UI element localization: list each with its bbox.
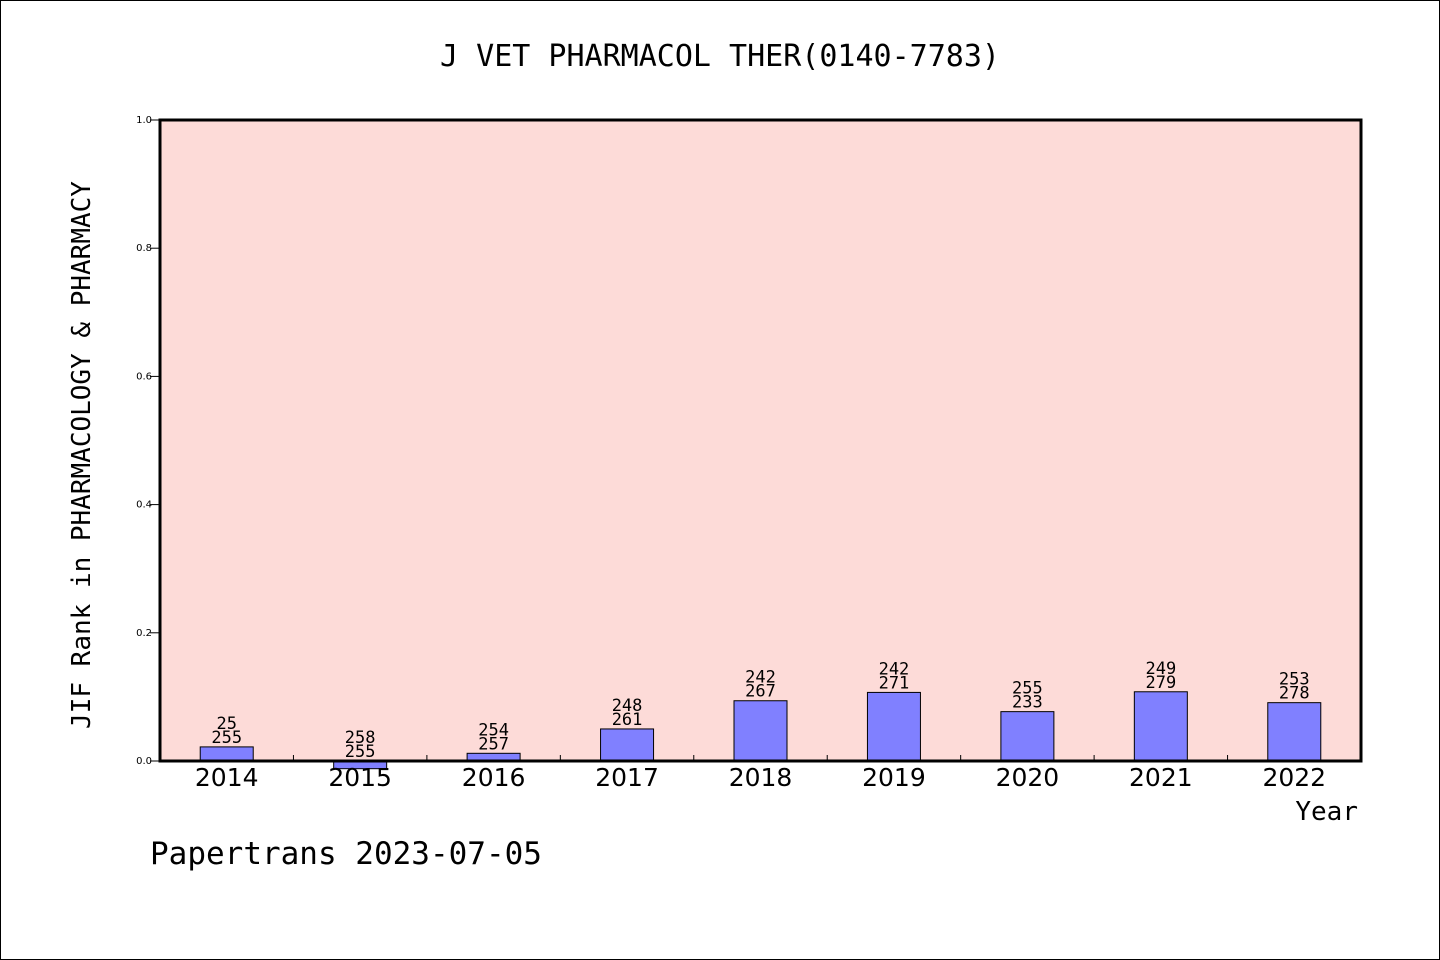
plot-border [158, 118, 1363, 763]
bar-label-bottom: 261 [612, 710, 643, 730]
x-tick-label: 2017 [595, 763, 659, 792]
bar-label-bottom: 255 [345, 742, 376, 762]
bar-label-bottom: 278 [1279, 684, 1310, 704]
bar [199, 746, 254, 762]
bar-label-top: 253 [1279, 670, 1310, 690]
y-tick-label: 0.0 [136, 756, 152, 767]
bar-label-bottom: 233 [1012, 693, 1043, 713]
bar-label-top: 25 [216, 714, 236, 734]
bar-label-top: 242 [879, 659, 910, 679]
x-axis: 2014 2015 2016 2017 2018 2019 2020 2021 2022 [195, 755, 1326, 792]
y-axis-label: JIF Rank in PHARMACOLOGY & PHARMACY [67, 181, 97, 729]
bar-label-bottom: 257 [478, 734, 509, 754]
bar [733, 700, 788, 762]
bar-label-top: 254 [478, 720, 509, 740]
bar-label-bottom: 255 [211, 728, 242, 748]
x-tick-label: 2021 [1129, 763, 1193, 792]
x-tick-label: 2016 [462, 763, 526, 792]
x-tick-label: 2014 [195, 763, 259, 792]
bar [866, 691, 921, 762]
bar-label-top: 248 [612, 696, 643, 716]
bar-label-top: 249 [1145, 659, 1176, 679]
y-axis: 0.0 0.2 0.4 0.6 0.8 1.0 [136, 115, 160, 767]
plot-area [160, 120, 1361, 761]
bar [1000, 711, 1055, 762]
bar [1267, 702, 1322, 762]
y-tick-label: 0.2 [136, 628, 152, 639]
x-tick-label: 2020 [996, 763, 1060, 792]
x-tick-label: 2022 [1262, 763, 1326, 792]
x-tick-label: 2015 [328, 763, 392, 792]
bar-label-top: 255 [1012, 679, 1043, 699]
bar-label-bottom: 271 [879, 673, 910, 693]
bar-label-top: 258 [345, 728, 376, 748]
bar-label-bottom: 267 [745, 682, 776, 702]
footer-credit: Papertrans 2023-07-05 [150, 836, 542, 872]
y-tick-label: 0.4 [136, 500, 152, 511]
y-tick-label: 0.6 [136, 371, 152, 382]
y-tick-label: 0.8 [136, 243, 152, 254]
y-tick-label: 1.0 [136, 115, 152, 126]
bar-label-bottom: 279 [1145, 673, 1176, 693]
chart-title: J VET PHARMACOL THER(0140-7783) [440, 39, 1000, 74]
bar-label-top: 242 [745, 668, 776, 688]
bar [1133, 691, 1188, 762]
x-tick-label: 2019 [862, 763, 926, 792]
bar [600, 728, 655, 762]
x-axis-label: Year [1295, 797, 1358, 827]
x-tick-label: 2018 [729, 763, 793, 792]
